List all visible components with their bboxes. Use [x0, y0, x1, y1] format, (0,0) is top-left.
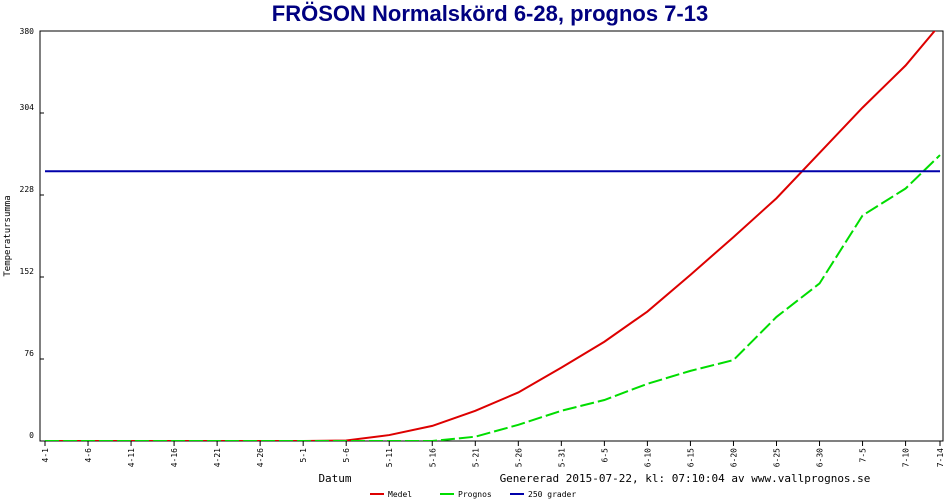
legend-label: 250 grader — [528, 490, 576, 499]
series-line — [45, 31, 936, 441]
x-tick-label: 5-26 — [514, 448, 523, 467]
x-tick-label: 6-15 — [686, 448, 695, 467]
y-tick-label: 228 — [20, 185, 35, 194]
x-tick-label: 4-21 — [213, 448, 222, 467]
plot-frame — [39, 30, 944, 442]
footer: Genererad 2015-07-22, kl: 07:10:04 av ww… — [500, 472, 871, 485]
x-tick-label: 5-21 — [471, 448, 480, 467]
y-tick-label: 0 — [29, 431, 34, 440]
y-tick-label: 304 — [20, 103, 35, 112]
x-tick-label: 7-14 — [936, 448, 945, 467]
series-line — [45, 154, 941, 441]
x-tick-label: 5-1 — [299, 448, 308, 463]
x-tick-label: 5-16 — [428, 448, 437, 467]
legend-label: Prognos — [458, 490, 492, 499]
x-tick-label: 4-26 — [256, 448, 265, 467]
x-tick-label: 4-1 — [41, 448, 50, 463]
x-tick-label: 7-5 — [859, 448, 868, 463]
x-tick-label: 7-10 — [902, 448, 911, 467]
x-tick-label: 5-31 — [557, 448, 566, 467]
x-tick-label: 6-30 — [816, 448, 825, 467]
chart-title: FRÖSON Normalskörd 6-28, prognos 7-13 — [272, 1, 708, 26]
y-tick-label: 380 — [20, 27, 35, 36]
x-tick-label: 4-16 — [170, 448, 179, 467]
x-tick-label: 4-6 — [84, 448, 93, 463]
y-tick-label: 152 — [20, 267, 35, 276]
x-tick-label: 6-20 — [729, 448, 738, 467]
x-axis-label: Datum — [318, 472, 351, 485]
y-tick-label: 76 — [24, 349, 34, 358]
x-tick-label: 4-11 — [127, 448, 136, 467]
x-tick-label: 6-25 — [772, 448, 781, 467]
x-tick-label: 5-11 — [385, 448, 394, 467]
legend-label: Medel — [388, 490, 412, 499]
x-tick-label: 6-5 — [600, 448, 609, 463]
x-tick-label: 6-10 — [643, 448, 652, 467]
y-axis-label: Temperatursumma — [3, 195, 13, 276]
x-tick-label: 5-6 — [342, 448, 351, 463]
